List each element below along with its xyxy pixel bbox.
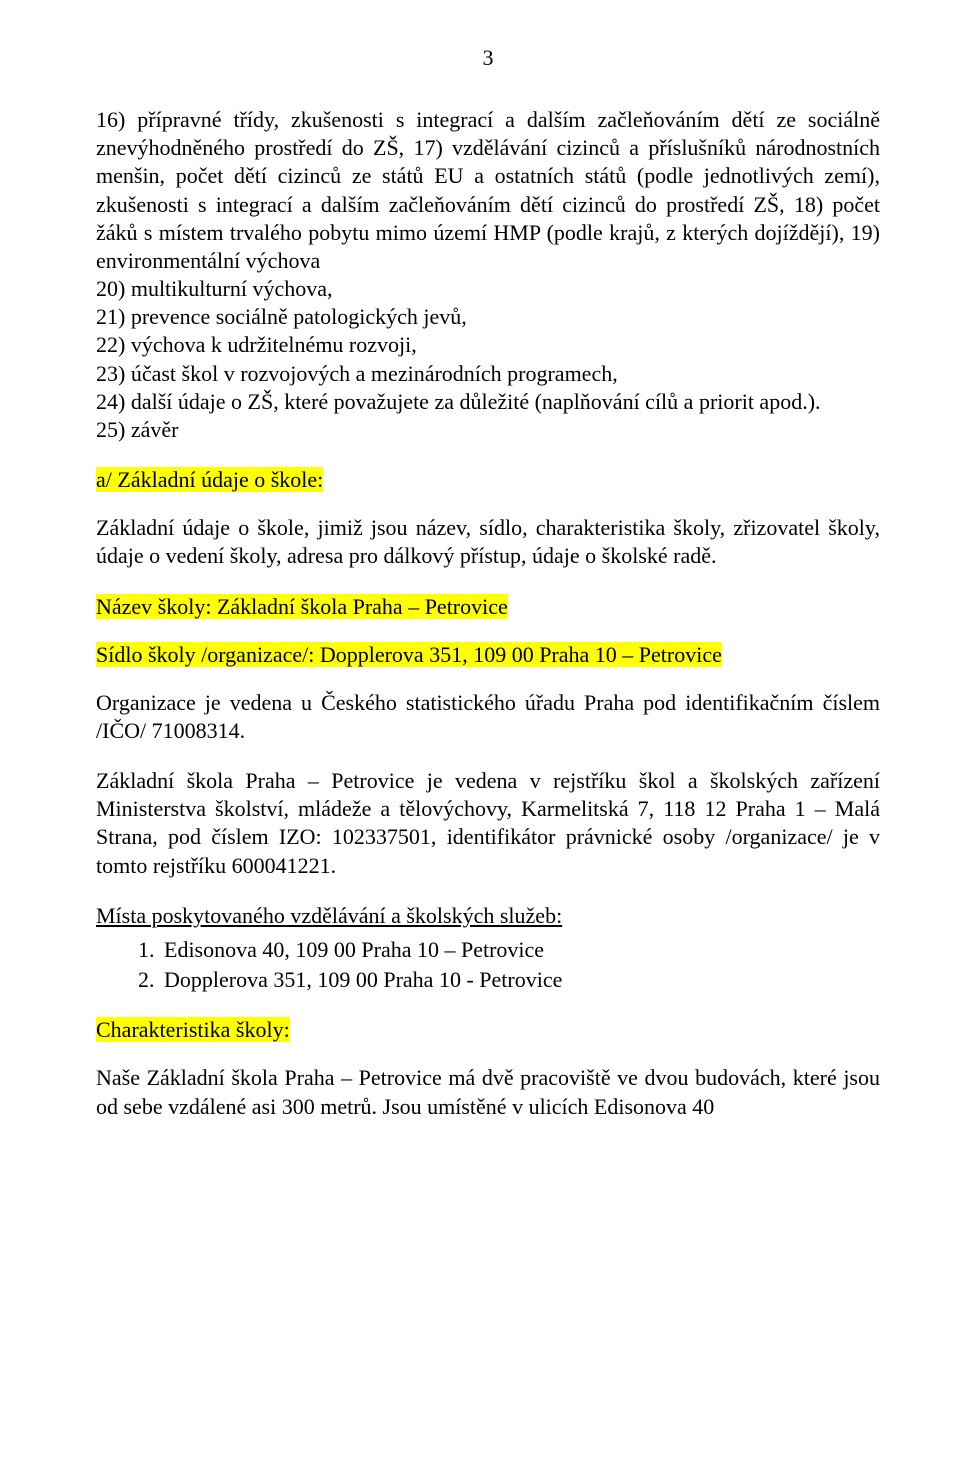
heading-a: a/ Základní údaje o škole: bbox=[96, 466, 880, 494]
para-intro-a: Základní údaje o škole, jimiž jsou název… bbox=[96, 514, 880, 570]
place-item-2: 2. Dopplerova 351, 109 00 Praha 10 - Pet… bbox=[138, 966, 880, 994]
place-num-1: 1. bbox=[138, 936, 164, 964]
list-item-20: 20) multikulturní výchova, bbox=[96, 276, 332, 301]
list-item-24: 24) další údaje o ZŠ, které považujete z… bbox=[96, 389, 821, 414]
place-text-1: Edisonova 40, 109 00 Praha 10 – Petrovic… bbox=[164, 936, 544, 964]
page-number: 3 bbox=[96, 44, 880, 72]
para-final: Naše Základní škola Praha – Petrovice má… bbox=[96, 1064, 880, 1120]
para-org-ico: Organizace je vedena u Českého statistic… bbox=[96, 689, 880, 745]
heading-school-name: Název školy: Základní škola Praha – Petr… bbox=[96, 593, 880, 621]
places-list: 1. Edisonova 40, 109 00 Praha 10 – Petro… bbox=[96, 936, 880, 994]
document-page: 3 16) přípravné třídy, zkušenosti s inte… bbox=[0, 0, 960, 1479]
place-text-2: Dopplerova 351, 109 00 Praha 10 - Petrov… bbox=[164, 966, 562, 994]
heading-characteristics: Charakteristika školy: bbox=[96, 1016, 880, 1044]
heading-characteristics-text: Charakteristika školy: bbox=[96, 1017, 290, 1042]
numbered-list-block: 16) přípravné třídy, zkušenosti s integr… bbox=[96, 106, 880, 444]
heading-a-text: a/ Základní údaje o škole: bbox=[96, 467, 323, 492]
list-item-21: 21) prevence sociálně patologických jevů… bbox=[96, 304, 467, 329]
list-item-22: 22) výchova k udržitelnému rozvoji, bbox=[96, 332, 417, 357]
list-item-23: 23) účast škol v rozvojových a mezinárod… bbox=[96, 361, 618, 386]
heading-school-name-text: Název školy: Základní škola Praha – Petr… bbox=[96, 594, 508, 619]
places-heading: Místa poskytovaného vzdělávání a školský… bbox=[96, 902, 880, 930]
heading-seat: Sídlo školy /organizace/: Dopplerova 351… bbox=[96, 641, 880, 669]
place-num-2: 2. bbox=[138, 966, 164, 994]
place-item-1: 1. Edisonova 40, 109 00 Praha 10 – Petro… bbox=[138, 936, 880, 964]
para-izo: Základní škola Praha – Petrovice je vede… bbox=[96, 767, 880, 880]
heading-seat-text: Sídlo školy /organizace/: Dopplerova 351… bbox=[96, 642, 722, 667]
list-item-25: 25) závěr bbox=[96, 417, 178, 442]
